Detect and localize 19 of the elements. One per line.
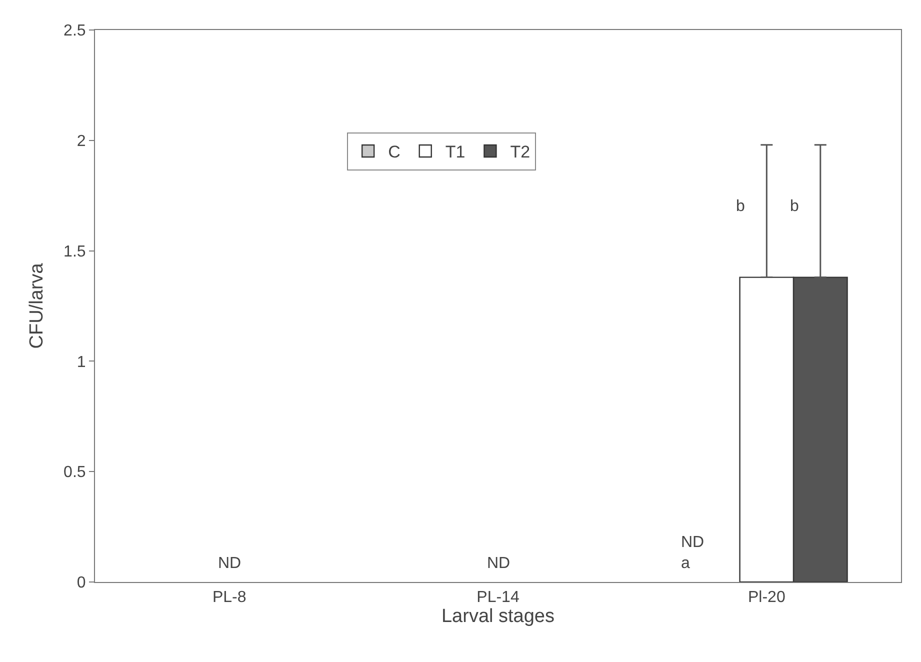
y-tick-label: 1.5 [64, 243, 86, 260]
annotation: ND a [681, 534, 704, 572]
y-tick-label: 2.5 [64, 22, 86, 40]
x-tick-label: PL-14 [476, 589, 520, 606]
x-tick-label: Pl-20 [748, 589, 786, 606]
y-tick-label: 0 [76, 574, 86, 592]
y-axis-title: CFU/larva [26, 262, 48, 349]
y-tick-label: 1 [76, 354, 86, 371]
legend-label: T1 [445, 142, 466, 162]
y-tick-label: 0.5 [64, 464, 86, 482]
annotation: ND [218, 555, 242, 572]
legend-label: T2 [510, 142, 530, 162]
x-axis-title: Larval stages [441, 606, 555, 628]
legend-label: C [388, 142, 400, 162]
annotation: b [736, 198, 745, 215]
annotation: b [790, 198, 799, 215]
x-tick-label: PL-8 [212, 589, 246, 606]
y-tick-label: 2 [76, 133, 86, 150]
annotation: ND [487, 555, 510, 572]
